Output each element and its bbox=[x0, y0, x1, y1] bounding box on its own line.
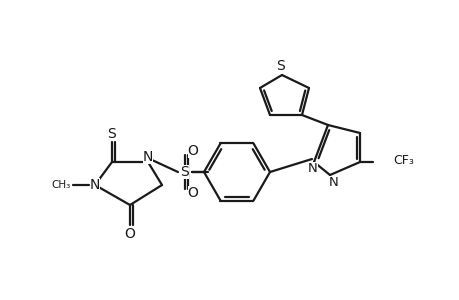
Text: N: N bbox=[142, 150, 153, 164]
Text: S: S bbox=[276, 59, 285, 73]
Text: N: N bbox=[308, 161, 317, 175]
Text: N: N bbox=[90, 178, 100, 192]
Text: O: O bbox=[187, 144, 198, 158]
Text: O: O bbox=[124, 227, 135, 241]
Text: S: S bbox=[107, 127, 116, 141]
Text: CF₃: CF₃ bbox=[392, 154, 413, 167]
Text: S: S bbox=[180, 165, 189, 179]
Text: CH₃: CH₃ bbox=[51, 180, 71, 190]
Text: O: O bbox=[187, 186, 198, 200]
Text: N: N bbox=[328, 176, 338, 188]
